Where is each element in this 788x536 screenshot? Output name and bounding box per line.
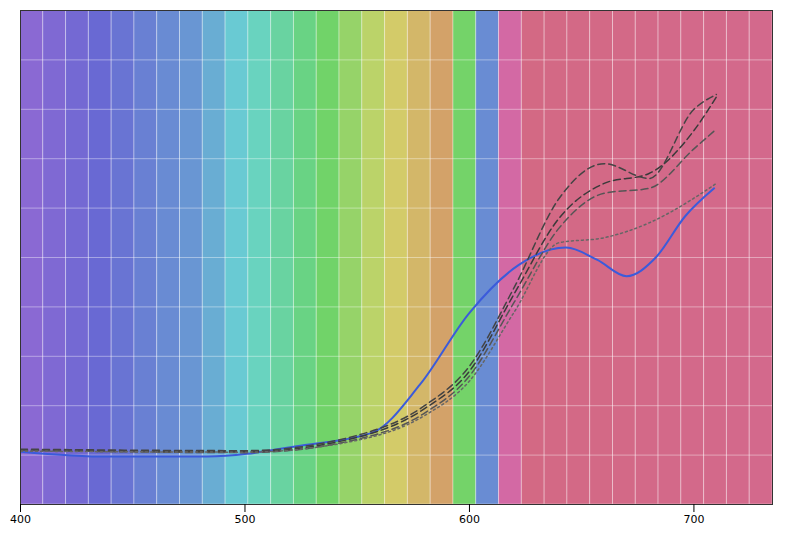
svg-text:700: 700 — [683, 513, 704, 526]
svg-text:400: 400 — [10, 513, 31, 526]
svg-text:500: 500 — [234, 513, 255, 526]
svg-text:600: 600 — [459, 513, 480, 526]
